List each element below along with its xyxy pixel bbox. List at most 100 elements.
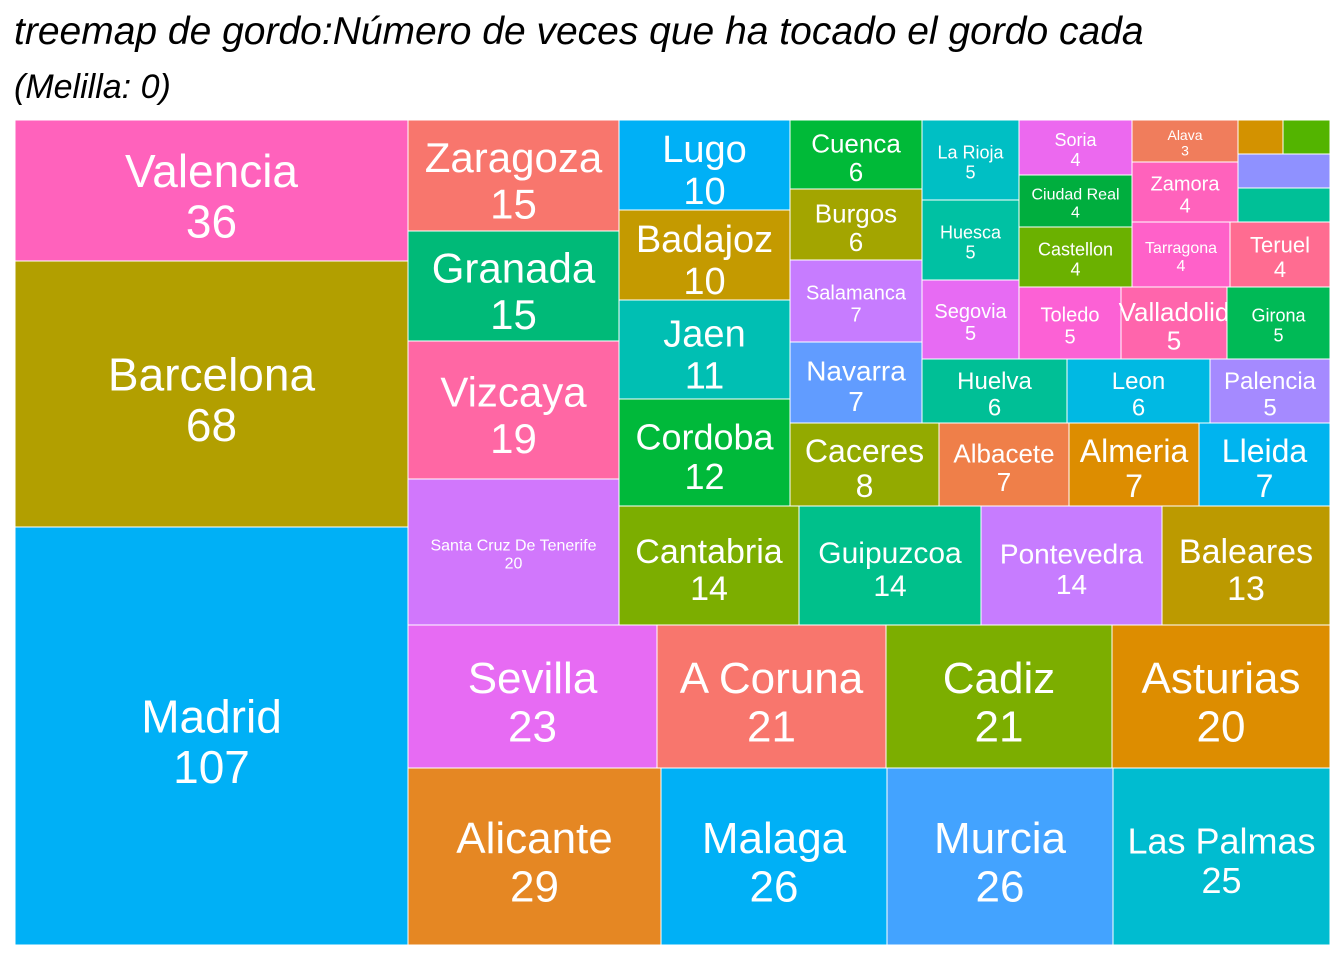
tile-label-la-rioja: La Rioja bbox=[937, 143, 1004, 163]
tile-value-almeria: 7 bbox=[1125, 468, 1143, 504]
tile-value-badajoz: 10 bbox=[683, 261, 725, 303]
tile-label-girona: Girona bbox=[1251, 306, 1306, 326]
tile-value-segovia: 5 bbox=[965, 323, 976, 345]
tile-label-zamora: Zamora bbox=[1151, 173, 1221, 195]
tile-value-castellon: 4 bbox=[1070, 259, 1080, 279]
tile-label-baleares: Baleares bbox=[1179, 533, 1313, 571]
tile-badajoz bbox=[618, 209, 791, 301]
tile-value-tarragona: 4 bbox=[1177, 258, 1186, 275]
tile-value-madrid: 107 bbox=[173, 741, 250, 793]
tile-murcia bbox=[886, 767, 1114, 946]
tile-label-jaen: Jaen bbox=[663, 313, 745, 355]
tile-label-guipuzcoa: Guipuzcoa bbox=[818, 537, 962, 570]
tile-value-girona: 5 bbox=[1273, 325, 1283, 345]
tile-alava bbox=[1131, 119, 1239, 163]
tile-cadiz bbox=[885, 624, 1113, 769]
tile-value-valladolid: 5 bbox=[1167, 326, 1181, 356]
tile-label-badajoz: Badajoz bbox=[636, 219, 773, 261]
tile-label-barcelona: Barcelona bbox=[108, 348, 316, 400]
tile-value-a-coruna: 21 bbox=[747, 702, 796, 751]
tile-label-malaga: Malaga bbox=[702, 814, 847, 863]
tile-guipuzcoa bbox=[798, 505, 982, 626]
tile-label-segovia: Segovia bbox=[934, 301, 1007, 323]
tile-value-malaga: 26 bbox=[750, 862, 799, 911]
chart-subtitle: (Melilla: 0) bbox=[14, 68, 171, 106]
tile-value-ciudad-real: 4 bbox=[1071, 204, 1080, 221]
tile-soria bbox=[1018, 119, 1133, 176]
tile-tarragona bbox=[1131, 221, 1231, 288]
tile-cordoba bbox=[618, 398, 791, 507]
tile-label-valladolid: Valladolid bbox=[1119, 297, 1230, 327]
tile-castellon bbox=[1018, 226, 1133, 288]
tile-burgos bbox=[789, 188, 923, 261]
tile-value-huesca: 5 bbox=[965, 242, 975, 262]
tile-label-pontevedra: Pontevedra bbox=[1000, 538, 1144, 569]
tile-malaga bbox=[660, 767, 888, 946]
tile-a-coruna bbox=[656, 624, 887, 769]
tile-value-alicante: 29 bbox=[510, 862, 559, 911]
tile-label-almeria: Almeria bbox=[1080, 433, 1189, 469]
tile-santa-cruz-de-tenerife bbox=[407, 478, 620, 626]
tile-value-cordoba: 12 bbox=[684, 456, 724, 497]
tile-value-vizcaya: 19 bbox=[490, 415, 537, 462]
tile-label-alicante: Alicante bbox=[456, 814, 613, 863]
tile-huesca bbox=[921, 199, 1020, 281]
tile-label-a-coruna: A Coruna bbox=[680, 654, 864, 703]
tile-value-soria: 4 bbox=[1070, 150, 1080, 170]
tile-label-las-palmas: Las Palmas bbox=[1127, 821, 1315, 862]
tile-label-cadiz: Cadiz bbox=[943, 654, 1056, 703]
tile-value-zaragoza: 15 bbox=[490, 180, 537, 227]
tile-label-santa-cruz-de-tenerife: Santa Cruz De Tenerife bbox=[430, 538, 596, 555]
tile-barcelona bbox=[14, 260, 409, 528]
tile-value-santa-cruz-de-tenerife: 20 bbox=[505, 555, 523, 572]
tile-label-alava: Alava bbox=[1167, 127, 1202, 143]
tile-value-sevilla: 23 bbox=[508, 702, 557, 751]
tile-value-guipuzcoa: 14 bbox=[873, 570, 906, 603]
tile-sevilla bbox=[407, 624, 658, 769]
tile-label-cordoba: Cordoba bbox=[635, 417, 774, 458]
tile-label-leon: Leon bbox=[1112, 368, 1165, 395]
tile-value-asturias: 20 bbox=[1197, 702, 1246, 751]
tile-value-teruel: 4 bbox=[1274, 257, 1286, 282]
tile-asturias bbox=[1111, 624, 1331, 769]
tile-unlabeled-47 bbox=[1237, 119, 1284, 155]
tile-label-sevilla: Sevilla bbox=[468, 654, 598, 703]
tile-value-palencia: 5 bbox=[1263, 394, 1276, 421]
tile-label-teruel: Teruel bbox=[1250, 233, 1310, 258]
tile-baleares bbox=[1161, 505, 1331, 626]
tile-salamanca bbox=[789, 259, 923, 343]
tile-value-granada: 15 bbox=[490, 291, 537, 338]
tile-label-granada: Granada bbox=[432, 245, 596, 292]
tile-value-lugo: 10 bbox=[683, 171, 725, 213]
tile-value-las-palmas: 25 bbox=[1201, 860, 1241, 901]
tile-label-soria: Soria bbox=[1054, 130, 1097, 150]
tile-label-castellon: Castellon bbox=[1038, 240, 1113, 260]
tile-value-lleida: 7 bbox=[1256, 468, 1274, 504]
tile-vizcaya bbox=[407, 340, 620, 480]
tile-label-ciudad-real: Ciudad Real bbox=[1031, 187, 1119, 204]
tile-value-alava: 3 bbox=[1181, 142, 1189, 158]
tile-unlabeled-50 bbox=[1237, 187, 1331, 223]
tile-jaen bbox=[618, 299, 791, 400]
tile-value-barcelona: 68 bbox=[186, 399, 237, 451]
tile-lleida bbox=[1198, 422, 1331, 507]
tile-navarra bbox=[789, 341, 923, 424]
tile-label-burgos: Burgos bbox=[815, 198, 897, 228]
tile-label-palencia: Palencia bbox=[1224, 368, 1317, 395]
tile-label-albacete: Albacete bbox=[953, 438, 1054, 468]
tile-value-albacete: 7 bbox=[997, 467, 1011, 497]
tile-label-lugo: Lugo bbox=[662, 129, 747, 171]
tile-value-leon: 6 bbox=[1132, 394, 1145, 421]
tile-unlabeled-49 bbox=[1237, 153, 1331, 189]
tile-unlabeled-48 bbox=[1282, 119, 1331, 155]
tile-toledo bbox=[1018, 286, 1122, 360]
tile-cuenca bbox=[789, 119, 923, 190]
tile-value-pontevedra: 14 bbox=[1056, 569, 1087, 600]
tile-label-caceres: Caceres bbox=[805, 433, 924, 469]
tile-label-lleida: Lleida bbox=[1222, 433, 1308, 469]
tile-value-zamora: 4 bbox=[1179, 195, 1190, 217]
tile-valencia bbox=[14, 119, 409, 262]
tile-value-cadiz: 21 bbox=[975, 702, 1024, 751]
tile-label-vizcaya: Vizcaya bbox=[440, 369, 587, 416]
